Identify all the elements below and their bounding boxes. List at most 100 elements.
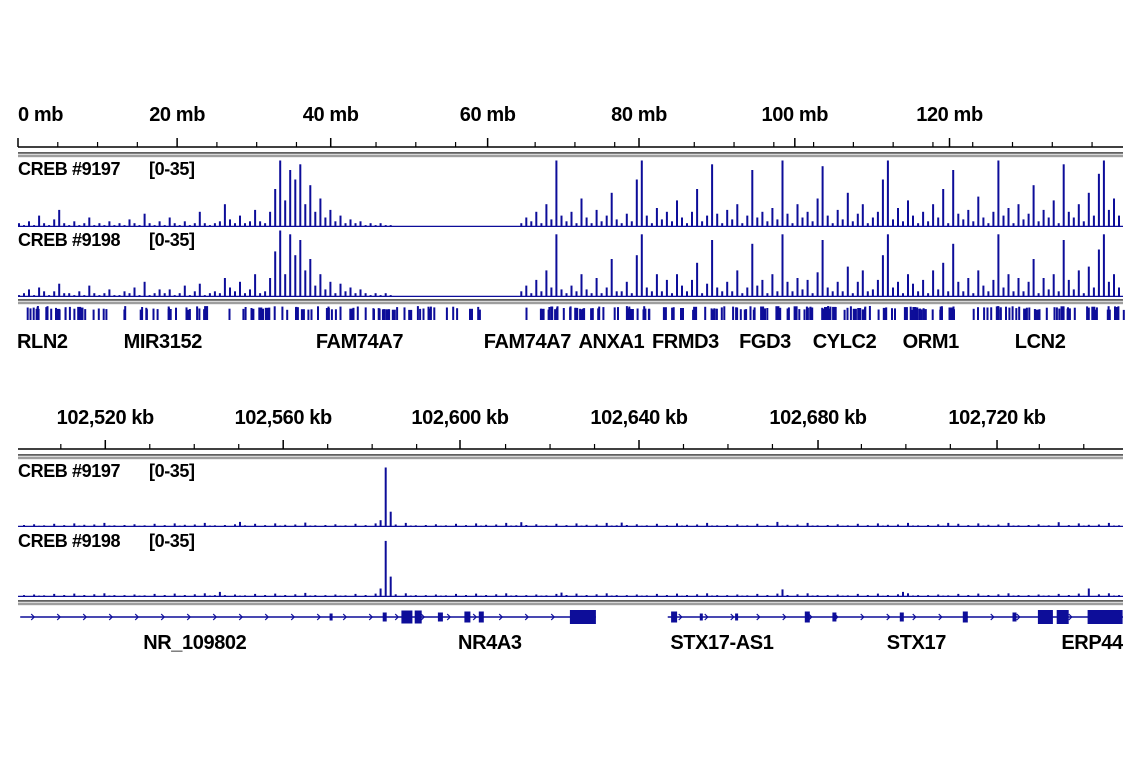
signal-track-creb9197-zoom (18, 467, 1123, 528)
strand-arrow-icon (82, 613, 88, 621)
gene-exon-block (437, 612, 443, 622)
separator-bar (18, 301, 1123, 305)
gene-exon-block (401, 610, 413, 624)
gene-structure-track (20, 610, 1123, 624)
gene-label: STX17 (886, 632, 947, 654)
strand-arrow-icon (134, 613, 140, 621)
strand-arrow-icon (730, 613, 735, 621)
strand-arrow-icon (782, 613, 787, 621)
signal-track-creb9198-zoom (18, 540, 1123, 598)
strand-arrow-icon (472, 613, 478, 621)
strand-arrow-icon (316, 613, 322, 621)
ruler-label: 20 mb (149, 104, 206, 126)
track-name: CREB #9198 (18, 531, 121, 551)
gene-exon-block (478, 611, 484, 623)
gene-label: NR4A3 (458, 632, 522, 654)
ruler-label: 102,640 kb (590, 407, 688, 429)
ruler-label: 102,600 kb (411, 407, 509, 429)
gene-exon-block (464, 611, 471, 623)
track-label-creb9197-zoom: CREB #9197 [0-35] (18, 461, 195, 482)
strand-arrow-icon (108, 613, 114, 621)
gene-exon-block (569, 610, 596, 624)
ruler-label: 102,720 kb (948, 407, 1046, 429)
gene-label: FGD3 (739, 331, 791, 353)
ruler-label: 102,680 kb (769, 407, 867, 429)
gene-label: CYLC2 (812, 331, 877, 353)
gene-exon-block (414, 610, 422, 624)
gene-label: FAM74A7 (315, 331, 404, 353)
gene-label: LCN2 (1014, 331, 1066, 353)
ruler-label: 0 mb (18, 104, 64, 126)
strand-arrow-icon (938, 613, 943, 621)
gene-density-track (26, 306, 1125, 320)
track-label-creb9198-overview: CREB #9198 [0-35] (18, 230, 195, 251)
strand-arrow-icon (1068, 613, 1073, 621)
strand-arrow-icon (394, 613, 400, 621)
ruler-label: 60 mb (459, 104, 516, 126)
separator-bar (18, 602, 1123, 606)
strand-arrow-icon (446, 613, 452, 621)
strand-arrow-icon (550, 613, 556, 621)
strand-arrow-icon (30, 613, 36, 621)
gene-exon-block (382, 612, 387, 622)
strand-arrow-icon (56, 613, 62, 621)
track-label-creb9197-overview: CREB #9197 [0-35] (18, 159, 195, 180)
gene-exon-block (1056, 610, 1069, 624)
track-name: CREB #9198 (18, 230, 121, 250)
gene-label: ERP44 (1061, 632, 1123, 654)
strand-arrow-icon (186, 613, 192, 621)
signal-track-creb9197-overview (18, 160, 1123, 227)
strand-arrow-icon (368, 613, 374, 621)
ruler-label: 80 mb (611, 104, 667, 126)
strand-arrow-icon (212, 613, 218, 621)
track-name: CREB #9197 (18, 159, 121, 179)
strand-arrow-icon (756, 613, 761, 621)
ruler-label: 102,560 kb (234, 407, 333, 429)
gene-exon-block (1012, 612, 1017, 622)
gene-label: FAM74A7 (483, 331, 572, 353)
separator-bar (18, 456, 1123, 460)
signal-track-creb9198-overview (18, 230, 1123, 297)
strand-arrow-icon (990, 613, 995, 621)
separator-bar (18, 454, 1123, 456)
strand-arrow-icon (678, 613, 683, 621)
gene-exon-block (671, 611, 678, 623)
separator-bar (18, 154, 1123, 158)
track-range: [0-35] (149, 230, 195, 250)
separator-bar (18, 600, 1123, 602)
separator-bar (18, 299, 1123, 301)
strand-arrow-icon (238, 613, 244, 621)
strand-arrow-icon (342, 613, 348, 621)
ruler-label: 102,520 kb (56, 407, 155, 429)
gene-exon-block (899, 612, 904, 622)
strand-arrow-icon (420, 613, 426, 621)
gene-label: NR_109802 (143, 632, 247, 654)
gene-exon-block (735, 613, 739, 621)
strand-arrow-icon (704, 613, 709, 621)
track-name: CREB #9197 (18, 461, 121, 481)
gene-label: ORM1 (902, 331, 960, 353)
gene-exon-block (1087, 610, 1123, 624)
gene-exon-block (1037, 610, 1053, 624)
strand-arrow-icon (290, 613, 296, 621)
track-label-creb9198-zoom: CREB #9198 [0-35] (18, 531, 195, 552)
gene-label: RLN2 (16, 331, 68, 353)
strand-arrow-icon (1016, 613, 1021, 621)
strand-arrow-icon (264, 613, 270, 621)
gene-label: FRMD3 (651, 331, 719, 353)
track-range: [0-35] (149, 531, 195, 551)
strand-arrow-icon (524, 613, 530, 621)
track-range: [0-35] (149, 461, 195, 481)
gene-exon-block (329, 613, 333, 621)
separator-bar (18, 152, 1123, 154)
strand-arrow-icon (912, 613, 917, 621)
strand-arrow-icon (886, 613, 891, 621)
ruler-label: 40 mb (302, 104, 359, 126)
strand-arrow-icon (160, 613, 166, 621)
gene-label: MIR3152 (123, 331, 203, 353)
strand-arrow-icon (498, 613, 504, 621)
ruler-label: 100 mb (761, 104, 829, 126)
gene-exon-block (962, 611, 968, 623)
